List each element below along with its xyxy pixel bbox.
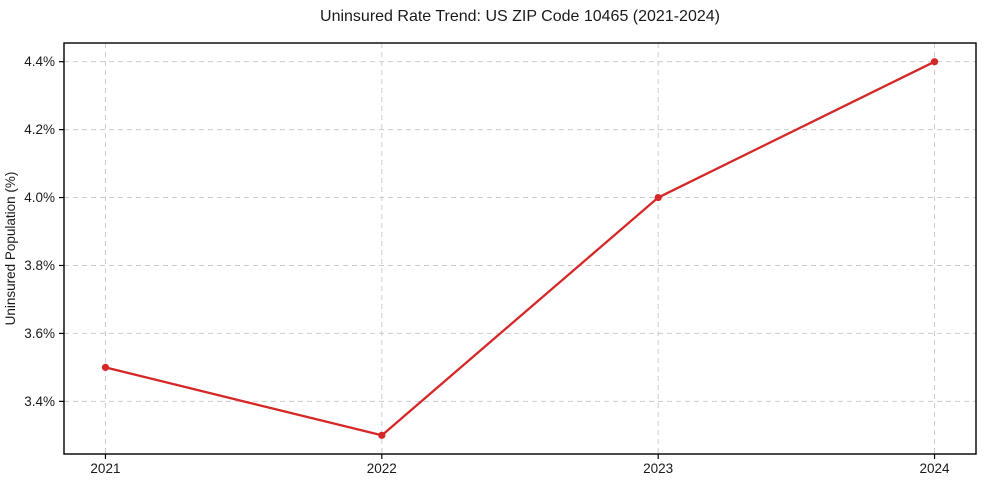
x-tick-label: 2023 xyxy=(643,461,673,476)
chart-title: Uninsured Rate Trend: US ZIP Code 10465 … xyxy=(320,8,720,25)
data-point xyxy=(930,58,939,66)
spine-layer xyxy=(63,42,977,455)
tick-layer: 3.4% 3.6% 3.8% 4.0% 4.2% 4.4% 2021 2022 2023 2024 xyxy=(24,54,950,476)
data-point xyxy=(654,193,662,202)
x-tick-label: 2021 xyxy=(90,461,120,476)
series-layer xyxy=(101,58,939,439)
x-tick-label: 2024 xyxy=(920,461,951,476)
y-tick-label: 3.6% xyxy=(24,326,55,341)
y-axis-title: Uninsured Population (%) xyxy=(3,172,18,326)
y-tick-label: 4.2% xyxy=(24,122,55,137)
y-tick-label: 4.4% xyxy=(24,54,55,69)
plot-border xyxy=(63,42,977,455)
y-tick-label: 4.0% xyxy=(24,190,55,205)
grid-layer xyxy=(64,43,976,454)
data-point xyxy=(378,431,386,439)
trend-line xyxy=(104,60,936,437)
data-point xyxy=(101,363,110,371)
x-tick-label: 2022 xyxy=(367,461,397,476)
y-tick-label: 3.4% xyxy=(24,394,55,409)
y-tick-label: 3.8% xyxy=(24,258,55,273)
